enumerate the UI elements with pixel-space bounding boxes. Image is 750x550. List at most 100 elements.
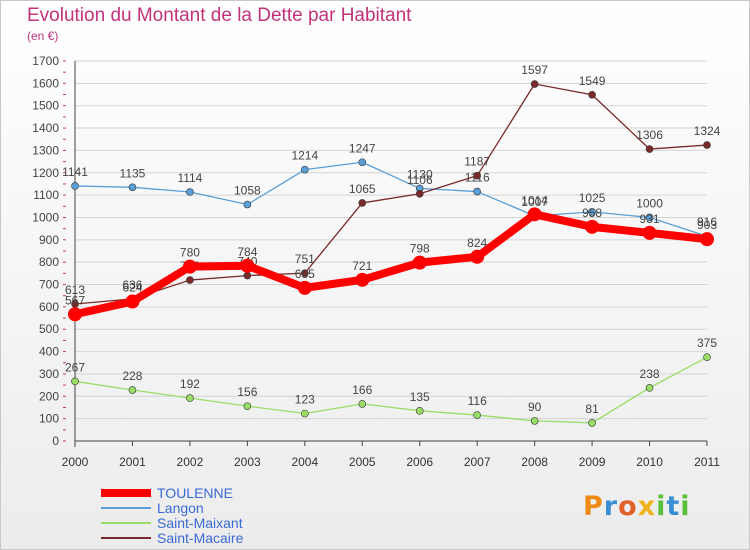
y-tick-label: 700 [39,278,59,292]
data-point [71,182,79,190]
y-tick-label: 100 [39,412,59,426]
data-label: 238 [640,367,660,381]
data-point [358,400,367,408]
data-label: 1114 [177,171,202,185]
data-point [588,90,596,99]
y-tick-label: 1400 [32,121,59,135]
data-label: 1141 [62,165,88,179]
data-label: 1306 [636,128,663,142]
y-tick-label: 1500 [32,99,59,113]
data-label: 784 [237,245,257,259]
data-label: 1324 [694,124,721,138]
data-point [645,383,654,392]
data-point [297,280,312,295]
data-point [186,394,194,402]
y-tick-label: 400 [39,345,59,359]
x-tick-label: 2009 [579,455,606,469]
data-label: 958 [582,206,602,220]
data-label: 567 [65,293,85,307]
data-label: 81 [585,402,599,416]
data-label: 685 [295,267,315,281]
data-point [301,269,309,277]
data-label: 916 [697,215,717,229]
data-point [182,259,197,274]
data-label: 721 [352,259,372,273]
data-label: 1247 [349,141,376,155]
data-point [358,199,367,207]
data-point [128,183,137,192]
x-tick-label: 2007 [464,455,491,469]
x-tick-label: 2008 [521,455,548,469]
data-label: 1007 [521,195,548,209]
data-point [301,409,309,418]
data-label: 375 [697,336,717,350]
data-point [527,207,542,222]
data-label: 1065 [349,182,376,196]
y-tick-label: 500 [39,322,59,336]
x-tick-label: 2004 [291,455,318,469]
data-point [68,307,82,322]
data-point [358,158,367,167]
data-label: 636 [122,278,142,292]
data-point [588,208,596,216]
x-tick-label: 2005 [349,455,376,469]
data-point [530,80,539,88]
data-point [473,411,481,419]
y-tick-label: 600 [39,300,59,314]
data-point [645,145,654,153]
data-point [243,200,252,209]
data-point [355,272,370,287]
data-point [186,188,194,196]
data-point [642,225,657,240]
chart-title: Evolution du Montant de la Dette par Hab… [27,5,412,26]
data-label: 135 [410,390,430,404]
data-label: 1549 [579,74,606,88]
data-label: 166 [352,383,372,397]
data-label: 123 [295,393,315,407]
data-point [585,219,600,234]
proxiti-logo: Proxiti [583,491,691,522]
data-label: 1106 [407,173,433,187]
data-point [703,141,711,149]
data-label: 1000 [636,196,663,210]
legend-label: Saint-Macaire [157,530,244,546]
series-line-saint-macaire [74,83,708,305]
y-tick-label: 800 [39,255,59,269]
data-point [473,187,481,196]
data-point [645,213,654,222]
legend-label: Langon [157,500,204,516]
y-tick-label: 1100 [33,188,59,202]
data-point [700,232,714,247]
data-label: 192 [180,377,200,391]
chart-subtitle: (en €) [27,29,59,43]
data-label: 116 [468,394,487,408]
series-line-saint-maixant [74,356,708,424]
y-tick-label: 1600 [32,76,59,90]
y-tick-label: 1700 [32,54,59,68]
y-tick-label: 300 [39,367,59,381]
y-tick-label: 900 [39,233,59,247]
data-point [71,377,79,386]
data-label: 903 [697,218,717,232]
x-tick-label: 2003 [234,455,261,469]
y-tick-label: 1000 [32,210,59,224]
data-point [470,249,485,264]
series-line-langon [74,161,708,237]
data-label: 624 [122,281,142,295]
data-label: 90 [528,400,542,414]
legend-label: Saint-Maixant [157,515,243,531]
legend-label: TOULENNE [157,485,233,501]
data-label: 156 [237,385,257,399]
x-tick-label: 2011 [694,455,720,469]
data-label: 780 [180,246,200,260]
data-point [415,189,424,198]
data-point [125,294,140,309]
data-label: 1135 [120,166,146,180]
data-label: 931 [640,212,660,226]
data-point [243,271,252,280]
data-label: 798 [410,242,430,256]
data-point [703,353,711,361]
data-label: 267 [65,360,85,374]
